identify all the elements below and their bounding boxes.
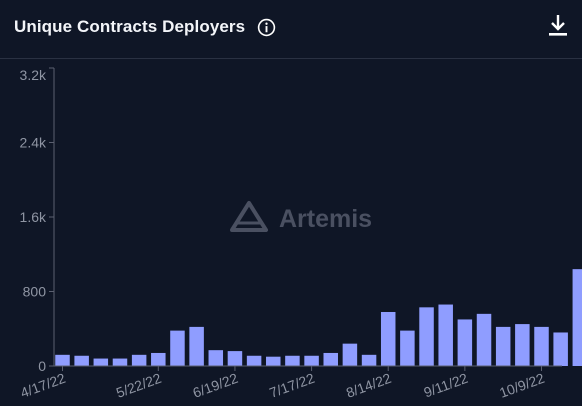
bar-10/23/22[interactable]	[572, 269, 582, 366]
bar-5/1/22[interactable]	[93, 358, 109, 366]
x-tick-label: 6/19/22	[191, 370, 241, 401]
bar-9/4/22[interactable]	[438, 304, 453, 366]
y-tick-label: 3.2k	[20, 67, 47, 83]
bar-7/31/22[interactable]	[342, 343, 358, 366]
bar-6/19/22[interactable]	[227, 351, 243, 366]
bar-10/2/22[interactable]	[515, 324, 530, 366]
y-tick-label: 800	[23, 284, 47, 300]
bar-5/22/22[interactable]	[151, 352, 166, 366]
x-tick-label: 5/22/22	[114, 370, 164, 401]
chart-header: Unique Contracts Deployers	[0, 0, 582, 59]
download-icon[interactable]	[546, 13, 570, 37]
bar-9/18/22[interactable]	[476, 313, 492, 366]
bar-9/11/22[interactable]	[457, 319, 473, 366]
bar-7/24/22[interactable]	[323, 352, 338, 366]
bar-9/25/22[interactable]	[495, 326, 511, 366]
bar-8/28/22[interactable]	[419, 307, 434, 366]
bar-5/8/22[interactable]	[112, 358, 128, 366]
bar-6/12/22[interactable]	[208, 350, 224, 366]
bar-7/3/22[interactable]	[266, 356, 281, 366]
x-tick-label: 4/17/22	[18, 370, 68, 401]
x-tick-label: 7/17/22	[267, 370, 317, 401]
chart-title: Unique Contracts Deployers	[14, 17, 246, 36]
bar-5/29/22[interactable]	[170, 330, 185, 366]
y-tick-label: 0	[38, 358, 46, 374]
info-icon[interactable]	[257, 18, 276, 37]
bar-7/10/22[interactable]	[285, 355, 300, 366]
watermark-text: Artemis	[279, 205, 372, 233]
bar-4/17/22[interactable]	[55, 354, 70, 366]
artemis-logo-icon	[230, 201, 268, 232]
bar-8/21/22[interactable]	[400, 330, 415, 366]
bar-8/7/22[interactable]	[361, 354, 377, 366]
x-tick-label: 8/14/22	[344, 370, 394, 401]
bar-5/15/22[interactable]	[131, 354, 147, 366]
bar-10/9/22[interactable]	[534, 326, 549, 366]
bar-8/14/22[interactable]	[380, 311, 396, 366]
bar-7/17/22[interactable]	[304, 355, 319, 366]
y-tick-label: 1.6k	[20, 209, 47, 225]
x-tick-label: 10/9/22	[497, 370, 547, 401]
bar-6/5/22[interactable]	[189, 326, 204, 366]
bar-10/16/22[interactable]	[553, 332, 568, 366]
watermark: Artemis	[230, 201, 372, 233]
x-tick-label: 9/11/22	[421, 370, 470, 401]
y-tick-label: 2.4k	[20, 135, 47, 151]
bar-4/24/22[interactable]	[74, 355, 89, 366]
bar-6/26/22[interactable]	[246, 355, 262, 366]
